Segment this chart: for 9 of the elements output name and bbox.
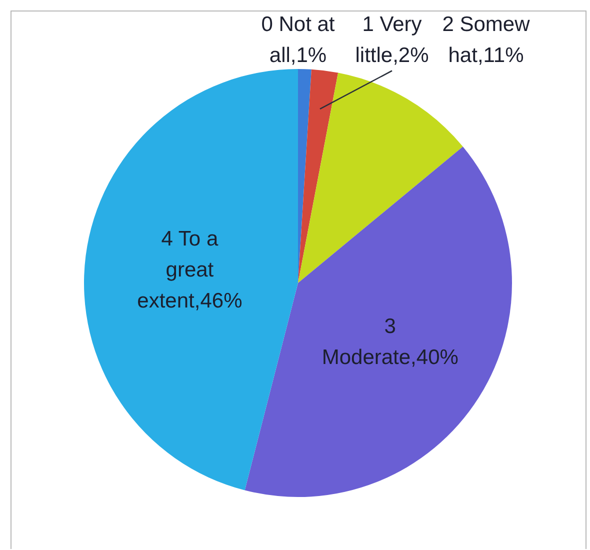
slice-label: 3 Moderate,40% (322, 314, 458, 368)
pie-slice (244, 146, 512, 497)
slice-label: 4 To a great extent,46% (137, 226, 242, 312)
pie-slice (84, 69, 298, 490)
slice-label: 2 Somewhat,11% (442, 12, 531, 66)
pie-slice (298, 69, 338, 283)
slice-label: 1 Very little,2% (355, 12, 429, 66)
slice-label: 0 Not at all,1% (261, 12, 335, 66)
pie-slice (298, 72, 463, 283)
